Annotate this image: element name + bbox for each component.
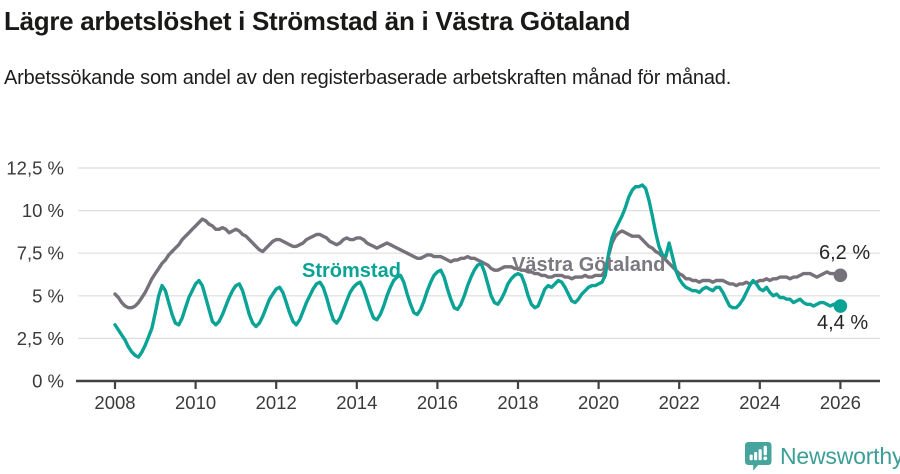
y-axis-tick-label: 0 % xyxy=(32,371,64,392)
series-end-dot-stromstad xyxy=(833,299,848,313)
x-axis-tick-label: 2022 xyxy=(659,392,700,413)
newsworthy-speech-bubble-barchart-icon xyxy=(745,441,772,471)
y-axis-tick-label: 12,5 % xyxy=(6,158,64,179)
x-axis-tick-label: 2012 xyxy=(256,392,297,413)
chart-subtitle: Arbetssökande som andel av den registerb… xyxy=(4,67,732,89)
y-axis-tick-label: 5 % xyxy=(32,285,64,306)
x-axis-tick-label: 2020 xyxy=(578,392,619,413)
chart-title: Lägre arbetslöshet i Strömstad än i Väst… xyxy=(4,6,631,36)
x-axis-tick-label: 2016 xyxy=(417,392,458,413)
end-value-label-vastra-gotaland: 6,2 % xyxy=(819,242,871,264)
end-value-label-stromstad: 4,4 % xyxy=(817,312,869,334)
x-axis-tick-label: 2026 xyxy=(820,392,861,413)
x-axis-tick-label: 2018 xyxy=(497,392,538,413)
x-axis-tick-label: 2010 xyxy=(175,392,216,413)
series-end-dot-vastra-gotaland xyxy=(833,268,848,283)
series-label-vastra-gotaland: Västra Götaland xyxy=(512,254,666,276)
newsworthy-brand-link[interactable]: Newsworthy xyxy=(744,441,900,471)
y-axis-tick-label: 7,5 % xyxy=(17,243,64,264)
x-axis-tick-label: 2024 xyxy=(739,392,780,413)
unemployment-chart: 0 % 2,5 % 5 % 7,5 % 10 % 12,5 % 2008 2010 2012 20… xyxy=(6,158,880,413)
x-axis-tick-label: 2014 xyxy=(336,392,377,413)
series-label-stromstad: Strömstad xyxy=(302,260,401,282)
series-line-vastra-gotaland xyxy=(113,217,843,310)
series-line-stromstad xyxy=(113,183,843,359)
y-axis-tick-label: 10 % xyxy=(22,200,64,221)
x-axis-tick-label: 2008 xyxy=(94,392,135,413)
y-axis-tick-label: 2,5 % xyxy=(17,328,64,349)
newsworthy-brand-name: Newsworthy xyxy=(780,442,900,469)
